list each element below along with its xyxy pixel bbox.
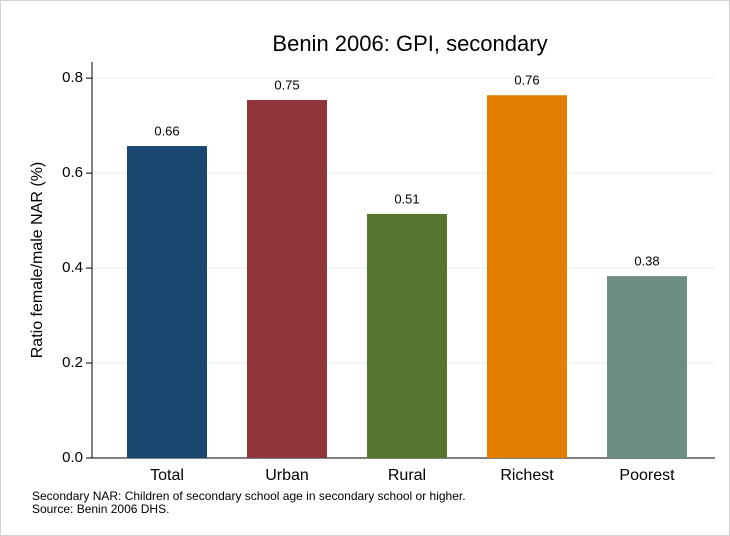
- bar: [127, 146, 207, 459]
- value-label: 0.51: [394, 191, 419, 206]
- y-tick-label: 0.8: [62, 69, 83, 86]
- y-axis-label: Ratio female/male NAR (%): [29, 162, 46, 359]
- value-label: 0.38: [634, 254, 659, 269]
- y-tick-label: 0.2: [62, 354, 83, 371]
- note: Secondary NAR: Children of secondary sch…: [32, 489, 466, 503]
- y-tick-label: 0.4: [62, 259, 83, 276]
- bar: [607, 276, 687, 458]
- value-label: 0.66: [154, 123, 179, 138]
- value-label: 0.75: [274, 77, 299, 92]
- note: Source: Benin 2006 DHS.: [32, 502, 169, 516]
- bar: [367, 213, 447, 458]
- bar: [487, 95, 567, 458]
- value-label: 0.76: [514, 73, 539, 88]
- x-tick-label: Rural: [388, 467, 426, 484]
- y-tick-label: 0.0: [62, 449, 83, 466]
- x-tick-label: Poorest: [619, 467, 675, 484]
- chart-title: Benin 2006: GPI, secondary: [272, 31, 547, 56]
- x-tick-label: Richest: [500, 467, 554, 484]
- bar: [247, 99, 327, 459]
- y-tick-label: 0.6: [62, 164, 83, 181]
- x-tick-label: Urban: [265, 467, 309, 484]
- x-tick-label: Total: [150, 467, 184, 484]
